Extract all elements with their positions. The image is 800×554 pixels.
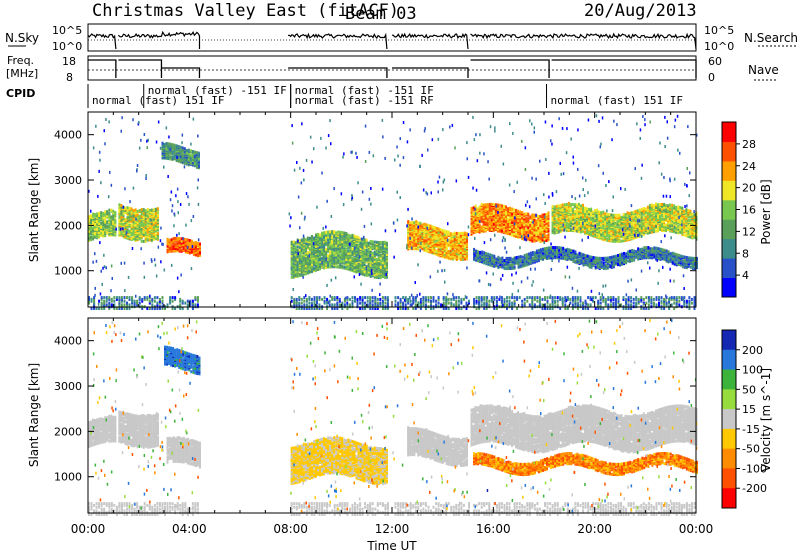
power-ytick-0: 1000 (54, 265, 82, 278)
nsky-label: N.Sky (5, 31, 39, 45)
freq-label: Freq. (7, 54, 34, 67)
time-xlabel: Time UT (366, 539, 417, 553)
time-xtick-3: 12:00 (375, 522, 410, 536)
cpid-entry-3: normal (fast) -151 RF (295, 94, 434, 107)
velocity-cbar-tick-4: -15 (742, 423, 760, 436)
velocity-colorbar-label: Velocity [m s^-1] (759, 368, 773, 472)
power-ytick-2: 3000 (54, 174, 82, 187)
velocity-cbar-tick-1: 100 (742, 364, 763, 377)
plot-title: Christmas Valley East (fitACF) (92, 1, 399, 21)
power-ylabel: Slant Range [km] (27, 158, 41, 262)
time-xtick-5: 20:00 (577, 522, 612, 536)
power-cbar-tick-2: 12 (742, 225, 756, 238)
velocity-cbar-tick-7: -200 (742, 482, 767, 495)
power-cbar-tick-4: 20 (742, 182, 756, 195)
power-ytick-3: 4000 (54, 129, 82, 142)
cpid-entry-1: normal (fast) 151 IF (92, 94, 224, 107)
cpid-entry-0: normal (fast) -151 IF (148, 84, 287, 97)
nave-tick-high: 60 (708, 55, 722, 68)
time-xtick-2: 08:00 (273, 522, 308, 536)
velocity-cbar-tick-6: -100 (742, 462, 767, 475)
time-xtick-0: 00:00 (71, 522, 106, 536)
velocity-cbar-tick-2: 50 (742, 383, 756, 396)
nsearch-label: N.Search (744, 31, 798, 45)
nave-label: Nave (748, 63, 779, 77)
cpid-entry-4: normal (fast) 151 IF (551, 94, 683, 107)
velocity-ytick-0: 1000 (54, 471, 82, 484)
velocity-ytick-1: 2000 (54, 425, 82, 438)
time-xtick-4: 16:00 (476, 522, 511, 536)
nsky-tick-low: 10^0 (52, 40, 82, 53)
freq-panel: Freq. [MHz] 18 8 60 0 Nave (6, 54, 779, 84)
freq-tick-low: 8 (66, 71, 73, 84)
power-cbar-tick-3: 16 (742, 204, 756, 217)
velocity-panel: 1000 2000 3000 4000 00:00 04:00 08:00 12:00 16:… (27, 317, 773, 553)
power-colorbar-label: Power [dB] (759, 179, 773, 244)
power-panel: 1000 2000 3000 4000 Slant Range [km] 4 8 12 16… (27, 111, 773, 310)
freq-unit: [MHz] (6, 67, 38, 80)
date-label: 20/Aug/2013 (584, 1, 697, 21)
nsearch-tick-low: 10^0 (704, 40, 734, 53)
nsky-line (87, 30, 697, 50)
power-ytick-1: 2000 (54, 219, 82, 232)
power-cbar-tick-6: 28 (742, 138, 756, 151)
velocity-cbar-tick-3: 15 (742, 403, 756, 416)
cpid-label: CPID (6, 87, 35, 100)
power-cbar-tick-5: 24 (742, 160, 756, 173)
nsky-tick-high: 10^5 (52, 24, 82, 37)
velocity-ylabel: Slant Range [km] (27, 363, 41, 467)
velocity-ytick-3: 4000 (54, 335, 82, 348)
time-xtick-1: 04:00 (172, 522, 207, 536)
beam-label: Beam 03 (345, 4, 417, 24)
freq-line (88, 59, 697, 78)
nsearch-tick-high: 10^5 (704, 24, 734, 37)
velocity-cbar-tick-5: -50 (742, 443, 760, 456)
power-cbar-tick-1: 8 (742, 247, 749, 260)
velocity-ytick-2: 3000 (54, 380, 82, 393)
cpid-entry-2: normal (fast) -151 IF (295, 84, 434, 97)
nsky-panel: N.Sky 10^5 10^0 10^5 10^0 N.Search (5, 23, 798, 53)
nave-tick-low: 0 (708, 71, 715, 84)
freq-tick-high: 18 (62, 55, 76, 68)
time-xtick-6: 00:00 (679, 522, 714, 536)
velocity-cbar-tick-0: 200 (742, 344, 763, 357)
power-cbar-tick-0: 4 (742, 269, 749, 282)
